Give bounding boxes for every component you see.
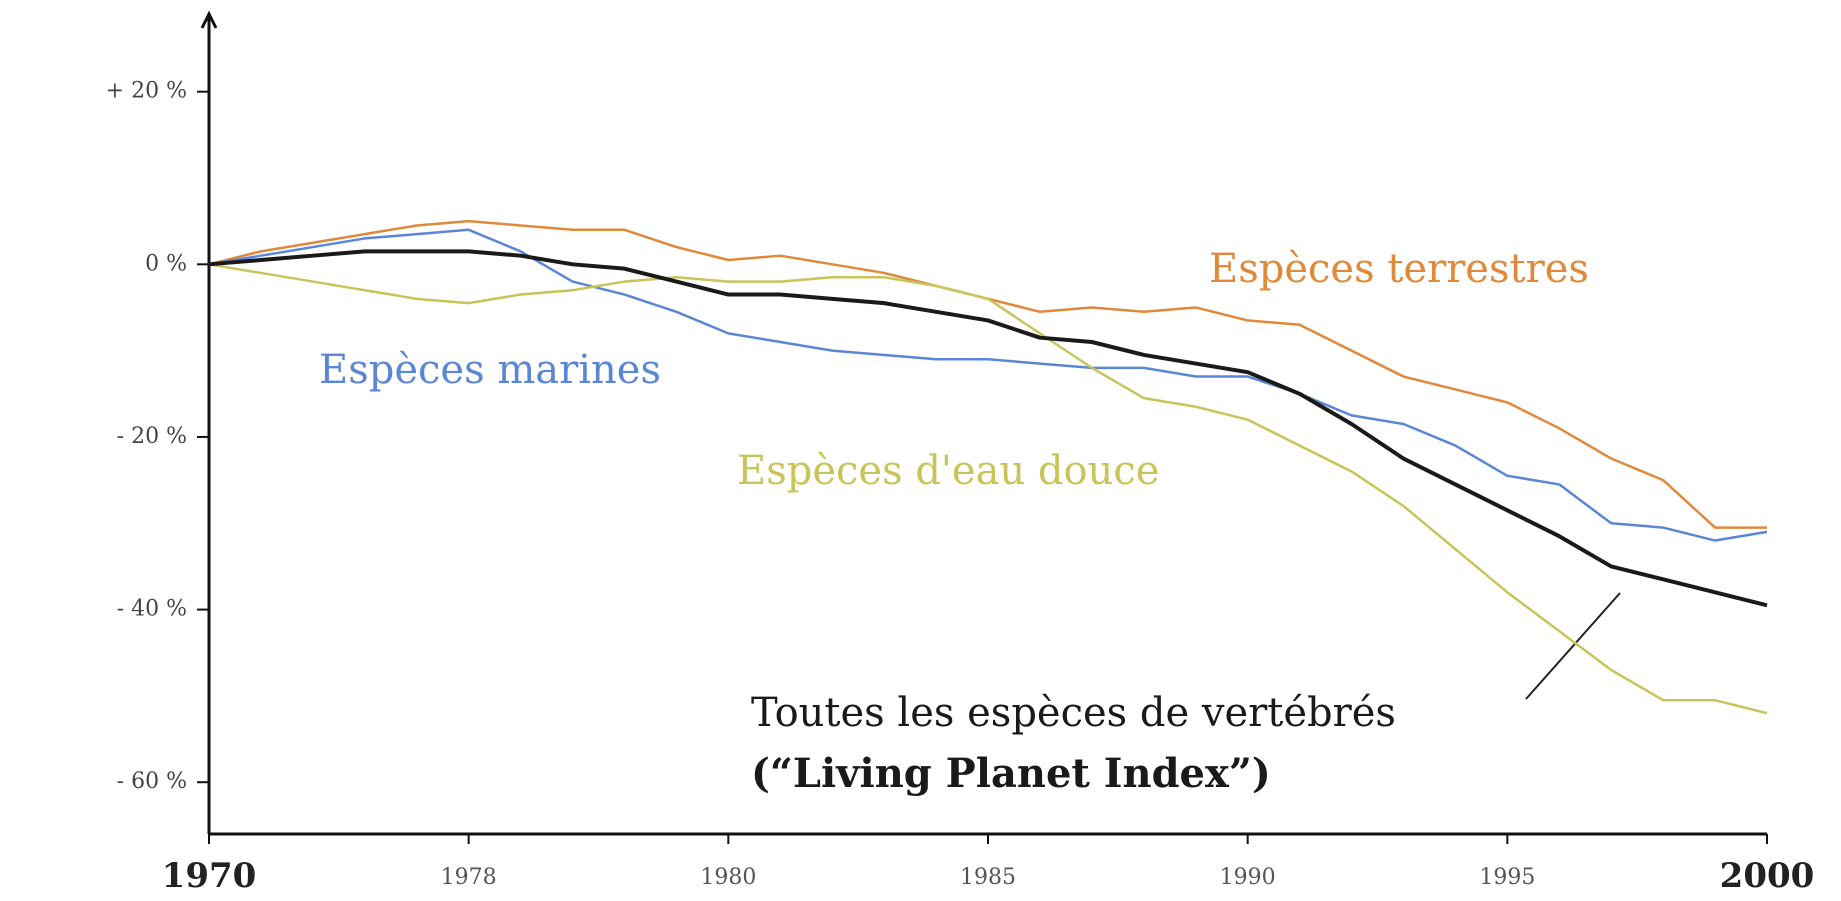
- series-label: Espèces terrestres: [1209, 246, 1589, 292]
- x-tick-label: 1995: [1479, 865, 1535, 890]
- x-tick-label: 2000: [1720, 856, 1815, 896]
- x-tick-label: 1980: [700, 865, 756, 890]
- series-line: [208, 249, 1768, 608]
- y-tick-label: + 20 %: [106, 79, 187, 104]
- annotation: (“Living Planet Index”): [751, 750, 1271, 797]
- y-tick-label: - 40 %: [117, 597, 187, 622]
- y-axis-arrow: [200, 10, 218, 29]
- x-tick-label: 1985: [960, 865, 1016, 890]
- y-tick-label: 0 %: [145, 251, 187, 276]
- y-tick-label: - 60 %: [117, 769, 187, 794]
- series-label: Espèces marines: [319, 347, 661, 393]
- y-tick-label: - 20 %: [117, 424, 187, 449]
- series-label: Espèces d'eau douce: [737, 448, 1159, 494]
- series-label: Toutes les espèces de vertébrés: [751, 690, 1396, 736]
- x-tick-label: 1978: [441, 865, 497, 890]
- series-line: [208, 263, 1768, 715]
- pointer-line: [1525, 592, 1621, 700]
- series-line: [208, 228, 1768, 542]
- x-tick-label: 1990: [1220, 865, 1276, 890]
- x-tick-label: 1970: [162, 856, 257, 896]
